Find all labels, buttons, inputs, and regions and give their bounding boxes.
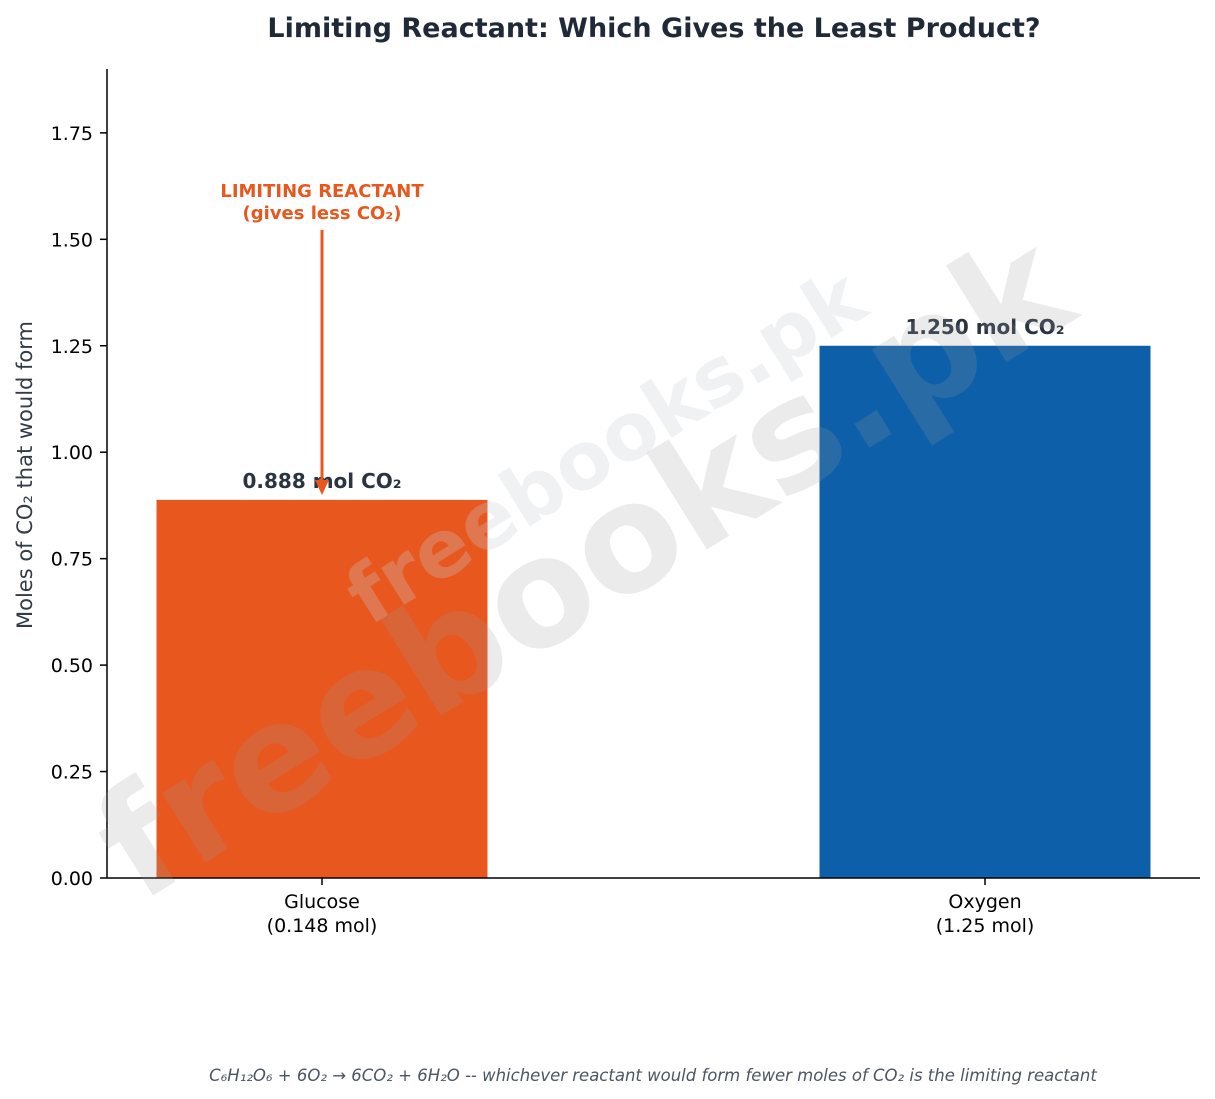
x-category-label: (0.148 mol) bbox=[267, 915, 378, 937]
y-tick-label: 0.75 bbox=[51, 549, 93, 571]
y-tick-label: 1.50 bbox=[51, 229, 93, 251]
y-axis-label: Moles of CO₂ that would form bbox=[13, 321, 37, 629]
limiting-annotation: LIMITING REACTANT (gives less CO₂) bbox=[220, 181, 424, 495]
y-tick-label: 0.00 bbox=[51, 868, 93, 890]
y-tick-label: 1.00 bbox=[51, 442, 93, 464]
axes bbox=[106, 69, 1200, 879]
x-category-label: Oxygen bbox=[948, 891, 1021, 913]
bar-value-label: 1.250 mol CO₂ bbox=[905, 315, 1064, 339]
y-tick-label: 1.25 bbox=[51, 336, 93, 358]
chart-title: Limiting Reactant: Which Gives the Least… bbox=[267, 13, 1040, 44]
y-tick-label: 0.25 bbox=[51, 762, 93, 784]
footnote: C₆H₁₂O₆ + 6O₂ → 6CO₂ + 6H₂O -- whichever… bbox=[209, 1066, 1097, 1085]
x-category-label: Glucose bbox=[284, 891, 360, 913]
bar-oxygen bbox=[819, 345, 1151, 878]
bar-glucose bbox=[156, 499, 488, 878]
y-tick-label: 1.75 bbox=[51, 123, 93, 145]
annotation-line-1: LIMITING REACTANT bbox=[220, 181, 424, 202]
annotation-line-2: (gives less CO₂) bbox=[243, 203, 402, 224]
x-category-label: (1.25 mol) bbox=[936, 915, 1035, 937]
y-ticks: 0.00 0.25 0.50 0.75 1.00 1.25 1.50 1.75 bbox=[51, 123, 107, 890]
bars-layer bbox=[156, 345, 1151, 878]
annotation-arrow-head bbox=[315, 480, 329, 495]
x-ticks: Glucose(0.148 mol) Oxygen(1.25 mol) bbox=[267, 878, 1035, 937]
y-tick-label: 0.50 bbox=[51, 655, 93, 677]
